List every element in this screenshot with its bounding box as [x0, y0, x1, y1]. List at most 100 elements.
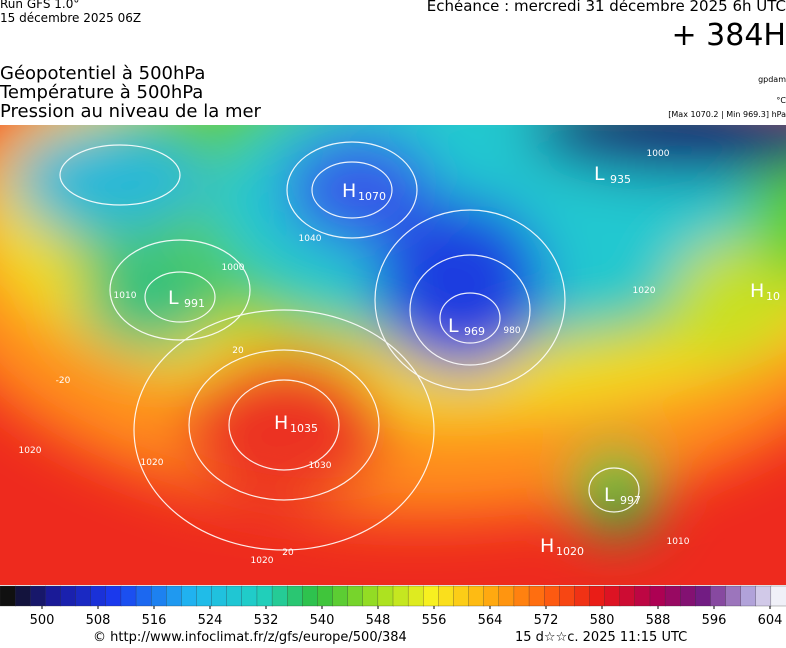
center-value: 1070 [358, 190, 386, 203]
colorbar-cell [544, 585, 560, 607]
colorbar-cell [483, 585, 500, 607]
legend-line: Température à 500hPa [0, 82, 204, 103]
legend-line: Pression au niveau de la mer [0, 101, 261, 122]
colorbar-cell [105, 585, 122, 607]
legend-line: Géopotentiel à 500hPa [0, 63, 206, 84]
colorbar-cell [226, 585, 243, 607]
colorbar-cell [90, 585, 107, 607]
colorbar-cell [0, 585, 16, 607]
contour-label: 1020 [141, 458, 164, 468]
colorbar-cell [120, 585, 137, 607]
colorbar-cell [135, 585, 152, 607]
colorbar-cell [453, 585, 470, 607]
contour-label: 1020 [251, 556, 274, 566]
center-type: L [594, 163, 605, 185]
contour-label: 1000 [222, 263, 245, 273]
colorbar-cell [332, 585, 349, 607]
colorbar-cell [604, 585, 621, 607]
lead-time: + 384H [671, 18, 786, 53]
colorbar-cell [45, 585, 62, 607]
colorbar-label: 500 [30, 613, 55, 628]
run-label: Run GFS 1.0° [0, 0, 80, 11]
footer-source: © http://www.infoclimat.fr/z/gfs/europe/… [93, 630, 407, 645]
colorbar-cell [317, 585, 334, 607]
colorbar-label: 604 [758, 613, 783, 628]
center-value: 991 [184, 297, 205, 310]
colorbar-label: 588 [646, 613, 671, 628]
colorbar-cell [377, 585, 394, 607]
colorbar-label: 596 [702, 613, 727, 628]
colorbar-cell [468, 585, 485, 607]
contour-label: 1040 [299, 234, 322, 244]
colorbar-cell [634, 585, 651, 607]
contour-label: 20 [232, 346, 244, 356]
contour-label: 1020 [633, 286, 656, 296]
colorbar-cell [241, 585, 258, 607]
colorbar-cell [695, 585, 712, 607]
colorbar-cell [423, 585, 439, 607]
colorbar-label: 532 [254, 613, 279, 628]
colorbar-cell [14, 585, 31, 607]
unit: [Max 1070.2 | Min 969.3] hPa [668, 110, 786, 119]
contour-label: 1010 [114, 291, 137, 301]
colorbar-label: 524 [198, 613, 223, 628]
colorbar-cell [725, 585, 742, 607]
colorbar-cell [302, 585, 319, 607]
colorbar-cell [498, 585, 515, 607]
contour-label: -20 [56, 376, 71, 386]
center-value: 969 [464, 325, 485, 338]
colorbar-cell [664, 585, 681, 607]
contour-label: 20 [282, 548, 294, 558]
center-value: 997 [620, 494, 641, 507]
center-type: L [604, 484, 615, 506]
colorbar-cell [755, 585, 772, 607]
colorbar-cell [30, 585, 46, 607]
colorbar-cell [589, 585, 606, 607]
colorbar-label: 556 [422, 613, 447, 628]
colorbar-cell [710, 585, 727, 607]
colorbar-cell [75, 585, 92, 607]
colorbar-cell [559, 585, 576, 607]
run-date: 15 décembre 2025 06Z [0, 11, 142, 25]
center-type: L [448, 315, 459, 337]
footer-time: 15 d☆☆c. 2025 11:15 UTC [515, 630, 688, 645]
contour-label: 1030 [309, 461, 332, 471]
valid-time: Echéance : mercredi 31 décembre 2025 6h … [426, 0, 786, 15]
center-type: H [750, 280, 764, 302]
center-type: L [168, 287, 179, 309]
colorbar-label: 572 [534, 613, 559, 628]
colorbar-cell [619, 585, 636, 607]
center-type: H [540, 535, 554, 557]
colorbar-cell [256, 585, 273, 607]
colorbar-label: 516 [142, 613, 167, 628]
center-value: 935 [610, 173, 631, 186]
colorbar-cell [513, 585, 530, 607]
colorbar-cell [392, 585, 409, 607]
center-value: 10 [766, 290, 780, 303]
colorbar-cell [271, 585, 288, 607]
colorbar-cell [680, 585, 696, 607]
colorbar-cell [60, 585, 77, 607]
colorbar-cell [528, 585, 545, 607]
colorbar-cell [438, 585, 455, 607]
center-value: 1035 [290, 422, 318, 435]
unit: °C [776, 96, 786, 105]
colorbar-cell [362, 585, 379, 607]
colorbar-label: 548 [366, 613, 391, 628]
contour-label: 980 [503, 326, 520, 336]
colorbar-cell [287, 585, 303, 607]
contour-label: 1020 [19, 446, 42, 456]
colorbar-cell [574, 585, 591, 607]
colorbar-cell [407, 585, 424, 607]
colorbar-label: 564 [478, 613, 503, 628]
colorbar-cell [740, 585, 757, 607]
colorbar-label: 580 [590, 613, 615, 628]
colorbar-cell [347, 585, 364, 607]
contour-label: 1000 [647, 149, 670, 159]
colorbar-cell [649, 585, 666, 607]
map-field [0, 125, 786, 585]
colorbar-cell [151, 585, 167, 607]
center-value: 1020 [556, 545, 584, 558]
